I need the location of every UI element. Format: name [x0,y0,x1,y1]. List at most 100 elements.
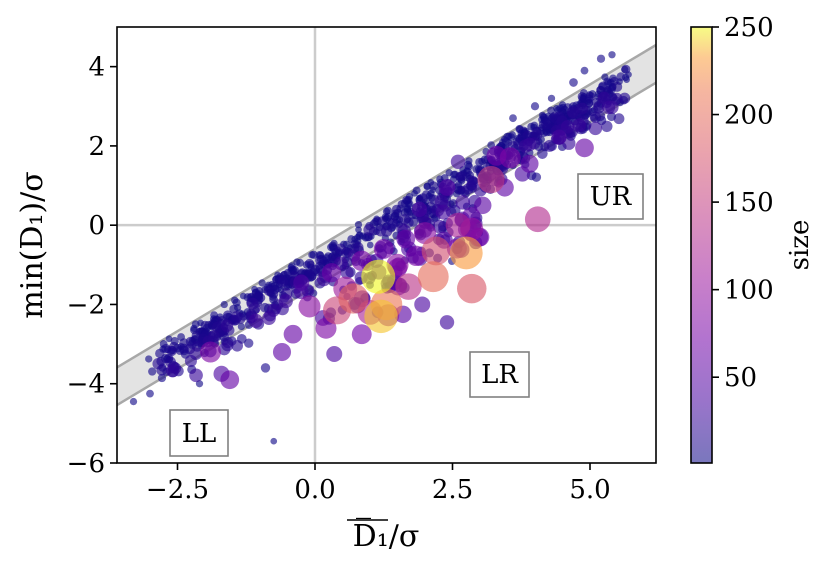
data-point [406,245,427,267]
data-point [455,171,466,182]
data-point [589,111,602,123]
data-point [220,300,228,309]
data-point [191,320,200,329]
data-point [411,201,428,217]
data-point [543,139,556,152]
data-point [588,121,603,136]
data-point [616,72,626,81]
data-point [321,263,342,283]
data-point [395,273,422,300]
data-point [244,338,254,348]
data-point [524,206,551,233]
data-point [560,120,575,134]
data-point [152,358,164,370]
colorbar-tick-label: 50 [724,363,757,393]
data-point [218,343,231,356]
y-tick-label: −2 [67,290,105,320]
data-point [220,319,234,332]
data-point [432,219,447,234]
svg-text:LL: LL [182,419,217,449]
data-point [414,296,431,313]
data-point [361,259,396,294]
data-point [129,397,138,406]
data-point [593,102,605,114]
data-point [567,106,579,119]
x-tick-label: 5.0 [569,475,610,505]
data-point [220,370,240,390]
data-point [157,373,167,383]
data-point [189,368,203,383]
x-axis-label: D̅₁/σ [353,518,420,554]
data-point [551,129,567,145]
data-point [530,102,540,111]
svg-text:UR: UR [590,182,633,212]
data-point [509,114,517,123]
svg-text:LR: LR [481,360,519,390]
data-point [237,322,246,331]
data-point [246,297,259,310]
y-axis: 4 2 0 −2 −4 −6 [67,53,117,479]
colorbar-tick-label: 100 [724,276,774,306]
colorbar-tick-label: 250 [724,13,774,43]
data-point [298,295,321,318]
colorbar-tick-label: 150 [724,188,774,218]
data-point [351,324,372,345]
y-tick-label: 4 [88,53,105,83]
data-point [423,182,431,191]
data-point [455,194,470,210]
colorbar-label: size [785,220,815,271]
data-point [575,138,594,158]
data-point [277,276,289,287]
data-point [467,176,479,188]
data-point [309,250,318,259]
y-tick-label: −4 [67,370,105,400]
data-point [613,113,625,125]
data-point [200,341,221,363]
data-point [449,236,483,270]
data-point [585,92,596,102]
data-point [608,51,616,59]
data-point [363,223,375,236]
data-point [396,229,416,249]
data-point [428,181,438,191]
data-point [248,313,263,328]
data-point [304,258,315,269]
data-point [258,279,266,287]
data-point [572,118,587,133]
data-point [354,220,363,229]
colorbar-ticks: 50 100 150 200 250 [712,13,774,393]
data-point [596,54,606,63]
y-tick-label: 0 [88,211,105,241]
data-point [477,165,505,194]
data-point [421,236,451,266]
data-point [387,218,399,229]
data-point [418,193,429,204]
data-point [391,204,402,215]
data-point [166,345,177,357]
data-point [475,157,484,167]
data-point [499,147,521,169]
data-point [438,179,456,196]
data-point [601,120,613,133]
data-point [335,243,346,255]
data-point [366,241,374,249]
x-tick-label: 0.0 [294,475,335,505]
y-axis-label: min(D₁)/σ [15,171,50,318]
data-point [569,78,578,87]
data-point [412,186,421,195]
data-point [457,273,487,304]
data-point [355,232,364,240]
data-point [326,345,343,363]
data-point [364,299,398,334]
data-point [547,94,556,102]
colorbar: 50 100 150 200 250 size [690,13,815,464]
data-point [262,311,276,325]
colorbar-gradient [691,27,712,463]
data-point [338,283,369,314]
data-point [293,274,310,291]
plot-frame [116,26,657,464]
data-point [278,294,293,309]
data-point [148,367,157,376]
x-axis: −2.5 0.0 2.5 5.0 [146,463,611,505]
data-point [576,102,589,115]
